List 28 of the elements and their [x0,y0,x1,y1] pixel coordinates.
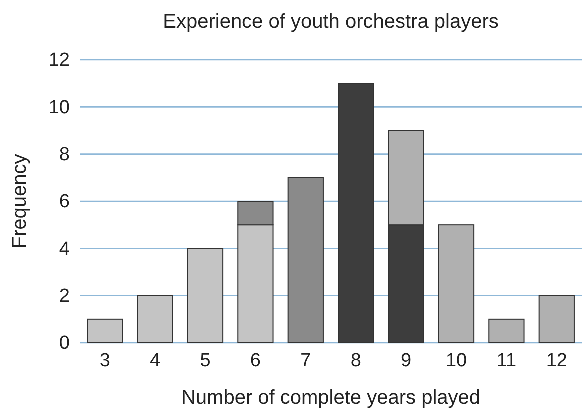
y-tick-label: 8 [59,144,70,166]
x-tick-label: 6 [250,350,261,372]
x-tick-label: 10 [446,350,468,372]
y-tick-label: 4 [59,238,70,260]
bar [187,248,224,344]
x-tick-label: 12 [546,350,568,372]
bar [137,295,174,344]
y-tick-label: 2 [59,286,70,307]
x-tick-label: 7 [300,350,312,372]
y-tick-label: 10 [48,97,70,118]
x-axis-title: Number of complete years played [181,387,481,409]
bar [488,318,525,344]
bar [438,224,475,344]
x-tick-label: 9 [401,350,412,372]
x-tick-label: 4 [150,350,162,372]
y-axis-title: Frequency [9,154,31,249]
x-tick-label: 3 [100,350,110,372]
y-tick-label: 6 [59,192,70,213]
bar [87,318,124,344]
bar [538,295,575,344]
x-tick-label: 11 [496,350,517,372]
y-tick-label: 12 [48,50,70,72]
bar [338,83,374,344]
chart-title: Experience of youth orchestra players [163,11,499,33]
y-tick-label: 0 [59,333,70,354]
bar [288,177,324,344]
x-tick-label: 5 [200,350,211,372]
x-tick-label: 8 [350,350,362,372]
